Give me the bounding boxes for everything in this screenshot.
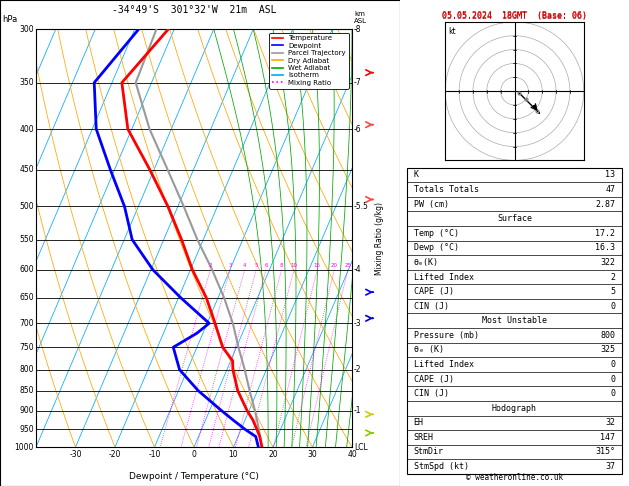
Text: Dewp (°C): Dewp (°C) <box>414 243 459 252</box>
Text: 1000: 1000 <box>14 443 34 451</box>
Text: Surface: Surface <box>497 214 532 223</box>
Legend: Temperature, Dewpoint, Parcel Trajectory, Dry Adiabat, Wet Adiabat, Isotherm, Mi: Temperature, Dewpoint, Parcel Trajectory… <box>269 33 348 88</box>
Text: Most Unstable: Most Unstable <box>482 316 547 325</box>
Text: StmDir: StmDir <box>414 448 443 456</box>
Text: 0: 0 <box>610 302 615 311</box>
Text: 800: 800 <box>19 365 34 374</box>
Text: StmSpd (kt): StmSpd (kt) <box>414 462 469 471</box>
Text: -8: -8 <box>354 25 362 34</box>
Text: 47: 47 <box>605 185 615 194</box>
Text: -34°49'S  301°32'W  21m  ASL: -34°49'S 301°32'W 21m ASL <box>112 4 276 15</box>
Text: 650: 650 <box>19 293 34 302</box>
Text: 5: 5 <box>255 263 258 268</box>
Text: 350: 350 <box>19 78 34 87</box>
Text: -20: -20 <box>109 450 121 459</box>
Text: 13: 13 <box>605 171 615 179</box>
Text: 3: 3 <box>228 263 232 268</box>
Text: CIN (J): CIN (J) <box>414 389 448 398</box>
Text: -2: -2 <box>354 365 362 374</box>
Text: 600: 600 <box>19 265 34 274</box>
Text: 16.3: 16.3 <box>595 243 615 252</box>
Text: 10: 10 <box>229 450 238 459</box>
Text: Mixing Ratio (g/kg): Mixing Ratio (g/kg) <box>376 202 384 275</box>
Text: hPa: hPa <box>2 15 17 24</box>
Text: -5.5: -5.5 <box>354 202 369 211</box>
Text: 450: 450 <box>19 165 34 174</box>
Text: Temp (°C): Temp (°C) <box>414 229 459 238</box>
Text: 0: 0 <box>610 375 615 383</box>
Text: PW (cm): PW (cm) <box>414 200 448 208</box>
Text: 20: 20 <box>268 450 278 459</box>
Text: -4: -4 <box>354 265 362 274</box>
Text: Hodograph: Hodograph <box>492 404 537 413</box>
Text: 0: 0 <box>610 360 615 369</box>
Text: 500: 500 <box>19 202 34 211</box>
Text: Pressure (mb): Pressure (mb) <box>414 331 479 340</box>
Text: θₑ(K): θₑ(K) <box>414 258 439 267</box>
Text: Dewpoint / Temperature (°C): Dewpoint / Temperature (°C) <box>129 472 259 481</box>
Text: 2.87: 2.87 <box>595 200 615 208</box>
Text: 2: 2 <box>209 263 212 268</box>
Text: CAPE (J): CAPE (J) <box>414 287 454 296</box>
Text: 550: 550 <box>19 235 34 244</box>
Text: LCL: LCL <box>354 443 368 451</box>
Text: 5: 5 <box>610 287 615 296</box>
Text: 15: 15 <box>314 263 321 268</box>
Text: 147: 147 <box>600 433 615 442</box>
Text: 2: 2 <box>610 273 615 281</box>
Text: 32: 32 <box>605 418 615 427</box>
Text: SREH: SREH <box>414 433 434 442</box>
Text: 6: 6 <box>264 263 268 268</box>
Text: 20: 20 <box>331 263 338 268</box>
Text: 25: 25 <box>345 263 352 268</box>
Text: 0: 0 <box>610 389 615 398</box>
Text: 325: 325 <box>600 346 615 354</box>
Text: CIN (J): CIN (J) <box>414 302 448 311</box>
Text: 8: 8 <box>280 263 283 268</box>
Text: 315°: 315° <box>595 448 615 456</box>
Text: θₑ (K): θₑ (K) <box>414 346 443 354</box>
Text: 900: 900 <box>19 406 34 415</box>
Text: 30: 30 <box>308 450 318 459</box>
Text: kt: kt <box>448 27 455 36</box>
Text: Lifted Index: Lifted Index <box>414 273 474 281</box>
Text: -1: -1 <box>354 406 362 415</box>
Text: © weatheronline.co.uk: © weatheronline.co.uk <box>466 473 563 482</box>
Text: 300: 300 <box>19 25 34 34</box>
Text: 950: 950 <box>19 425 34 434</box>
Text: K: K <box>414 171 419 179</box>
Text: 750: 750 <box>19 343 34 352</box>
Text: 05.05.2024  18GMT  (Base: 06): 05.05.2024 18GMT (Base: 06) <box>442 11 587 20</box>
Text: 850: 850 <box>19 386 34 395</box>
Text: Totals Totals: Totals Totals <box>414 185 479 194</box>
Text: 0: 0 <box>192 450 196 459</box>
Text: -3: -3 <box>354 319 362 328</box>
Text: EH: EH <box>414 418 424 427</box>
Text: -30: -30 <box>69 450 82 459</box>
Text: -6: -6 <box>354 124 362 134</box>
Text: 40: 40 <box>347 450 357 459</box>
Text: 05.05.2024  18GMT  (Base: 06): 05.05.2024 18GMT (Base: 06) <box>442 12 587 21</box>
Text: Lifted Index: Lifted Index <box>414 360 474 369</box>
Text: 700: 700 <box>19 319 34 328</box>
Text: 322: 322 <box>600 258 615 267</box>
Text: 4: 4 <box>243 263 247 268</box>
Text: -10: -10 <box>148 450 160 459</box>
Text: 17.2: 17.2 <box>595 229 615 238</box>
Text: -7: -7 <box>354 78 362 87</box>
Text: km
ASL: km ASL <box>354 11 367 24</box>
Text: 800: 800 <box>600 331 615 340</box>
Bar <box>407 168 622 474</box>
Text: CAPE (J): CAPE (J) <box>414 375 454 383</box>
Text: 400: 400 <box>19 124 34 134</box>
Text: 10: 10 <box>291 263 298 268</box>
Text: 37: 37 <box>605 462 615 471</box>
